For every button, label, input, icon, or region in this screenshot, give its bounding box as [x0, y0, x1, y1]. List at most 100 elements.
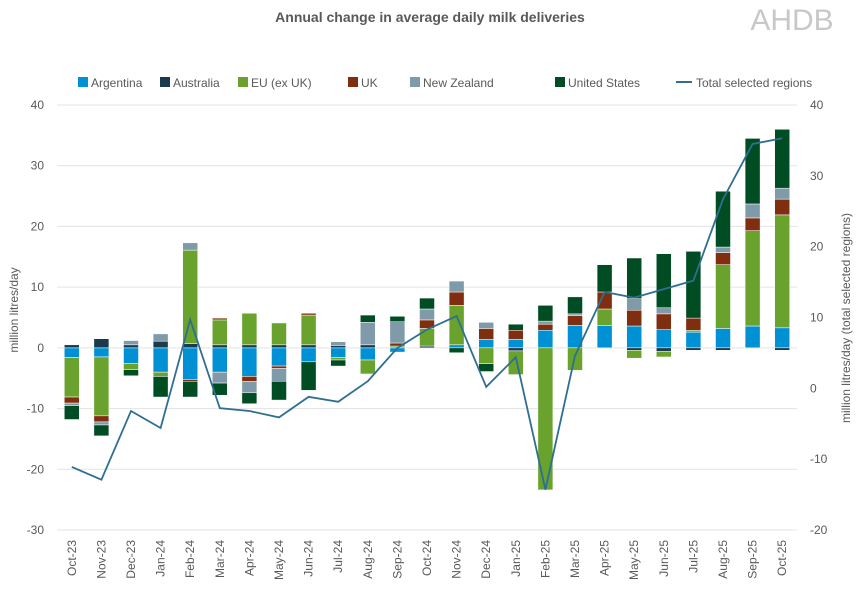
bar-eu-ex-uk-	[360, 359, 376, 375]
bar-new-zealand	[93, 421, 110, 426]
bar-eu-ex-uk-	[152, 371, 169, 377]
bar-argentina	[715, 328, 731, 349]
y2-tick-label: 0	[810, 381, 817, 395]
y2-tick-label: 20	[810, 240, 824, 254]
legend-swatch	[348, 77, 358, 87]
bar-uk	[64, 396, 80, 404]
bar-eu-ex-uk-	[330, 357, 346, 361]
bar-new-zealand	[448, 280, 465, 293]
bar-australia	[774, 347, 790, 351]
bar-uk	[271, 365, 287, 369]
bar-australia	[508, 347, 524, 352]
bar-new-zealand	[389, 321, 406, 344]
bar-argentina	[64, 347, 80, 358]
bar-new-zealand	[715, 246, 731, 253]
y-tick-label: 30	[31, 159, 45, 173]
bar-united-states	[330, 359, 346, 367]
bar-eu-ex-uk-	[419, 328, 435, 347]
y2-tick-label: -20	[810, 523, 828, 537]
y-tick-label: 0	[37, 341, 44, 355]
bar-argentina	[448, 344, 465, 349]
bar-new-zealand	[152, 333, 169, 342]
legend-swatch	[238, 77, 248, 87]
bar-united-states	[448, 347, 465, 353]
bar-uk	[567, 315, 583, 326]
bar-argentina	[508, 339, 524, 349]
x-tick-label: Oct-25	[775, 540, 789, 576]
bar-eu-ex-uk-	[774, 214, 790, 329]
bar-argentina	[241, 347, 258, 377]
ahdb-logo: AHDB	[750, 4, 833, 37]
bar-united-states	[241, 392, 258, 404]
chart-title: Annual change in average daily milk deli…	[275, 9, 585, 25]
y2-tick-label: 40	[810, 98, 824, 112]
x-tick-label: Apr-24	[242, 540, 256, 576]
x-tick-label: Jul-25	[686, 540, 700, 573]
bar-argentina	[300, 347, 317, 363]
bar-united-states	[389, 316, 406, 322]
bar-uk	[774, 198, 790, 216]
bar-australia	[330, 345, 346, 349]
x-tick-label: Aug-24	[361, 540, 375, 579]
bar-new-zealand	[360, 322, 376, 346]
bar-argentina	[360, 347, 376, 361]
legend-label: New Zealand	[423, 76, 494, 90]
x-tick-label: Oct-24	[420, 540, 434, 576]
bar-australia	[182, 343, 198, 349]
bar-australia	[656, 347, 672, 352]
bar-eu-ex-uk-	[685, 330, 702, 333]
bar-united-states	[478, 363, 494, 372]
bar-australia	[93, 338, 110, 349]
bar-argentina	[478, 339, 494, 349]
bar-eu-ex-uk-	[212, 319, 228, 346]
x-tick-label: Dec-24	[479, 540, 493, 579]
bar-australia	[626, 347, 642, 351]
bar-eu-ex-uk-	[596, 308, 613, 326]
bar-uk	[241, 376, 258, 382]
x-tick-label: Aug-25	[716, 540, 730, 579]
bar-united-states	[212, 382, 228, 396]
bar-new-zealand	[774, 187, 790, 200]
bar-new-zealand	[241, 381, 258, 394]
bar-uk	[685, 317, 702, 331]
bar-argentina	[537, 330, 554, 349]
bar-eu-ex-uk-	[508, 350, 524, 375]
bar-united-states	[685, 251, 702, 319]
bar-united-states	[360, 314, 376, 323]
y2-tick-label: 10	[810, 311, 824, 325]
bar-new-zealand	[567, 313, 583, 316]
bar-argentina	[774, 327, 790, 349]
bar-new-zealand	[64, 402, 80, 406]
bar-eu-ex-uk-	[448, 305, 465, 346]
bar-new-zealand	[626, 298, 642, 311]
bar-united-states	[626, 257, 642, 299]
bar-uk	[300, 313, 317, 316]
bar-argentina	[271, 347, 287, 367]
legend-label: Total selected regions	[696, 76, 812, 90]
bar-australia	[419, 345, 435, 349]
bar-australia	[212, 344, 228, 349]
bar-australia	[271, 344, 287, 349]
bar-united-states	[64, 405, 80, 420]
bar-argentina	[123, 347, 139, 364]
x-tick-label: Apr-25	[598, 540, 612, 576]
x-tick-label: Feb-25	[538, 540, 552, 578]
bar-united-states	[537, 305, 554, 322]
y2-tick-label: -10	[810, 452, 828, 466]
bar-new-zealand	[123, 340, 139, 346]
bar-united-states	[182, 381, 198, 398]
legend-label: United States	[568, 76, 640, 90]
bar-eu-ex-uk-	[626, 350, 642, 359]
bar-new-zealand	[419, 308, 435, 321]
legend-swatch	[78, 77, 88, 87]
y-tick-label: -20	[27, 462, 45, 476]
x-tick-label: Feb-24	[183, 540, 197, 578]
y-tick-label: -30	[27, 523, 45, 537]
y2-axis-label: million litres/day (total selected regio…	[839, 213, 853, 423]
legend-swatch	[410, 77, 420, 87]
bar-argentina	[685, 331, 702, 349]
bar-uk	[715, 252, 731, 265]
legend-label: Argentina	[91, 76, 143, 90]
bar-new-zealand	[478, 322, 494, 329]
